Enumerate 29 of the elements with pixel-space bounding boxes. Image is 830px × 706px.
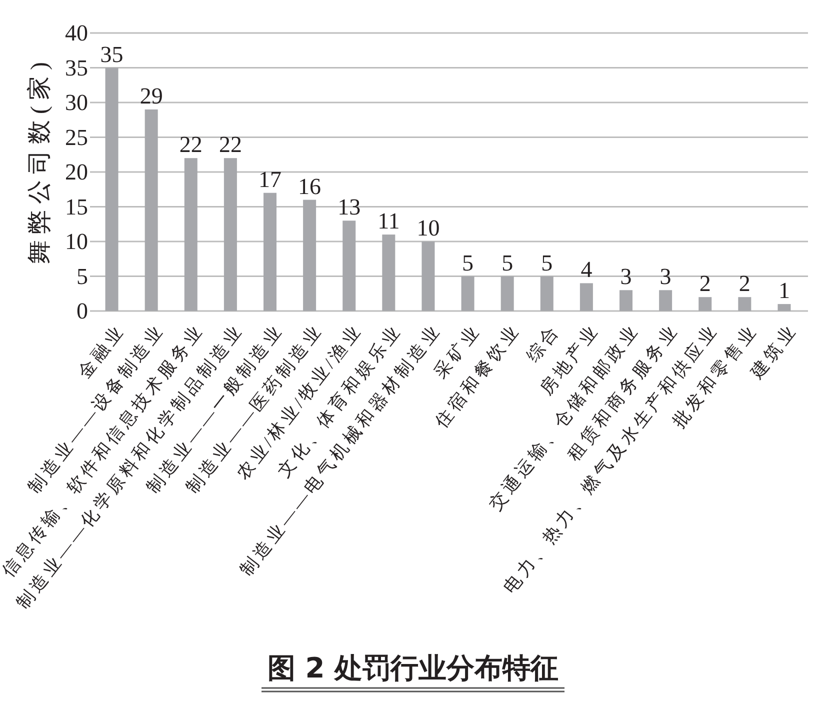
data-label: 10 [416,216,440,240]
data-label: 22 [218,132,242,158]
y-tick-label: 5 [76,264,88,289]
ylabel: 舞弊公司数(家) [27,56,53,264]
y-tick-label: 40 [65,20,88,46]
data-label: 4 [580,257,592,282]
y-tick-label: 0 [76,298,88,324]
data-label: 16 [298,174,322,199]
data-label: 3 [620,264,632,290]
data-label: 17 [258,166,282,192]
data-label: 5 [462,250,474,276]
data-label: 2 [738,271,750,296]
data-label: 2 [699,271,711,296]
data-label: 29 [140,83,163,108]
data-label: 11 [378,208,400,234]
title: 图 2 处罚行业分布特征 [262,652,564,692]
y-tick-label: 20 [65,160,88,184]
y-tick-label: 10 [65,229,88,254]
data-label: 3 [660,264,672,290]
data-label: 13 [338,194,361,220]
data-label: 22 [179,132,202,158]
y-tick-label: 25 [65,124,88,150]
data-label: 35 [100,42,124,67]
y-tick-label: 30 [65,90,88,115]
y-tick-label: 35 [65,55,88,80]
data-label: 5 [502,250,514,276]
data-label: 5 [541,250,553,276]
data-label: 1 [778,278,790,304]
y-tick-label: 15 [65,194,88,220]
